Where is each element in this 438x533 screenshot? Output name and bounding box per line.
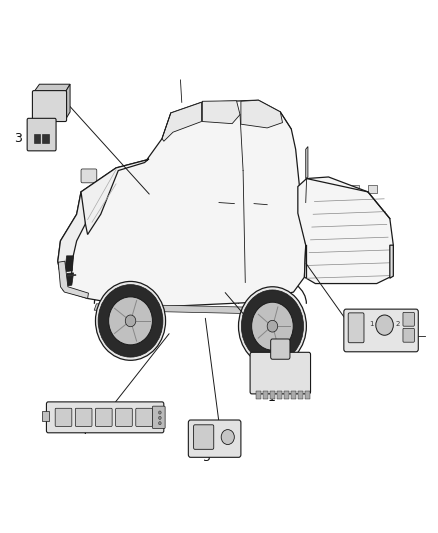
FancyBboxPatch shape [81,169,97,183]
Bar [298,391,303,399]
FancyBboxPatch shape [333,185,342,193]
FancyBboxPatch shape [46,402,164,433]
Polygon shape [298,177,393,284]
Bar [291,391,296,399]
Ellipse shape [221,430,234,445]
Ellipse shape [293,224,303,235]
Bar [256,391,261,399]
Text: 4: 4 [79,424,87,437]
Polygon shape [94,304,291,314]
Bar [277,391,282,399]
Polygon shape [34,84,70,92]
Bar [36,118,47,123]
Text: 2: 2 [395,332,403,345]
Polygon shape [66,273,74,286]
Ellipse shape [109,297,152,345]
Text: 1: 1 [369,321,374,327]
FancyBboxPatch shape [136,408,152,426]
FancyBboxPatch shape [348,313,364,343]
Ellipse shape [64,242,72,248]
Bar [34,134,40,143]
Polygon shape [306,147,308,179]
FancyBboxPatch shape [368,185,377,193]
Text: 5: 5 [203,451,211,464]
Ellipse shape [376,315,393,335]
Bar [270,391,275,399]
FancyBboxPatch shape [188,420,241,457]
Ellipse shape [238,287,306,366]
FancyBboxPatch shape [32,91,67,122]
Bar [42,411,49,421]
Polygon shape [202,101,240,124]
Bar [305,391,310,399]
FancyBboxPatch shape [75,408,92,426]
Text: 2: 2 [396,321,400,327]
FancyBboxPatch shape [271,339,290,359]
Bar [263,391,268,399]
FancyBboxPatch shape [315,185,324,193]
Circle shape [159,422,161,425]
FancyBboxPatch shape [27,118,56,151]
Polygon shape [162,102,201,141]
Bar [42,134,49,143]
FancyBboxPatch shape [55,408,72,426]
Polygon shape [65,84,70,120]
Polygon shape [390,245,393,278]
Ellipse shape [241,290,304,362]
Polygon shape [58,100,306,306]
FancyBboxPatch shape [403,328,414,342]
Ellipse shape [95,281,166,360]
Ellipse shape [267,320,278,332]
FancyBboxPatch shape [403,312,414,326]
Polygon shape [241,100,283,128]
FancyBboxPatch shape [344,309,418,352]
Ellipse shape [98,285,163,357]
FancyBboxPatch shape [250,352,311,394]
Bar [284,391,289,399]
Polygon shape [58,261,88,298]
FancyBboxPatch shape [152,406,165,429]
FancyBboxPatch shape [116,408,132,426]
Ellipse shape [251,302,293,350]
FancyBboxPatch shape [194,425,214,449]
Ellipse shape [125,315,136,327]
Circle shape [159,416,161,419]
FancyBboxPatch shape [95,408,112,426]
Circle shape [69,285,76,293]
Text: 1: 1 [268,391,276,403]
Text: 3: 3 [14,132,22,145]
Polygon shape [65,256,74,272]
FancyBboxPatch shape [350,185,359,193]
Polygon shape [58,192,88,290]
Circle shape [159,411,161,414]
Polygon shape [81,159,149,235]
